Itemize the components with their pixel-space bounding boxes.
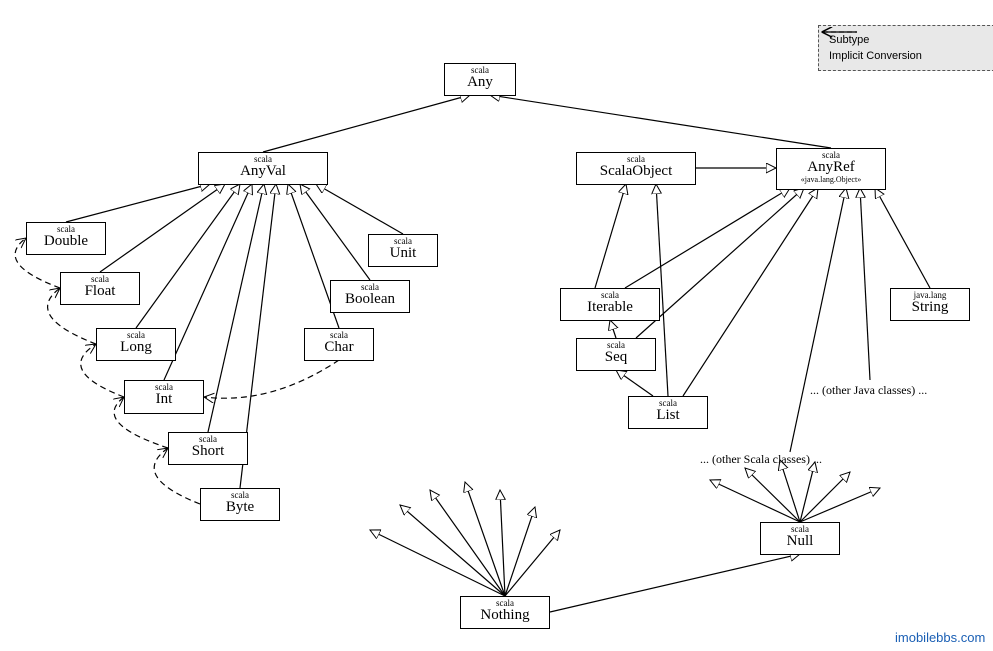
node-name: Byte [207, 500, 273, 516]
node-name: List [635, 408, 701, 424]
node-name: Nothing [467, 608, 543, 624]
node-name: Short [175, 444, 241, 460]
node-list: scalaList [628, 396, 708, 429]
node-name: String [897, 300, 963, 316]
node-double: scalaDouble [26, 222, 106, 255]
node-int: scalaInt [124, 380, 204, 414]
node-seq: scalaSeq [576, 338, 656, 371]
node-string: java.langString [890, 288, 970, 321]
node-long: scalaLong [96, 328, 176, 361]
node-name: Char [311, 340, 367, 356]
node-scalaobject: scalaScalaObject [576, 152, 696, 185]
node-nothing: scalaNothing [460, 596, 550, 629]
node-name: Long [103, 340, 169, 356]
node-name: Null [767, 534, 833, 550]
node-name: ScalaObject [583, 164, 689, 180]
node-sub: «java.lang.Object» [783, 176, 879, 184]
node-anyref: scalaAnyRef«java.lang.Object» [776, 148, 886, 190]
legend: Subtype Implicit Conversion [818, 25, 993, 71]
node-char: scalaChar [304, 328, 374, 361]
other-java-label: ... (other Java classes) ... [810, 383, 927, 398]
node-name: Boolean [337, 292, 403, 308]
watermark: imobilebbs.com [895, 630, 985, 645]
node-boolean: scalaBoolean [330, 280, 410, 313]
node-name: AnyVal [205, 164, 321, 180]
node-unit: scalaUnit [368, 234, 438, 267]
node-name: AnyRef [783, 160, 879, 176]
node-short: scalaShort [168, 432, 248, 465]
node-null: scalaNull [760, 522, 840, 555]
node-name: Any [451, 75, 509, 91]
node-name: Unit [375, 246, 431, 262]
node-name: Iterable [567, 300, 653, 316]
node-byte: scalaByte [200, 488, 280, 521]
edges-layer [0, 0, 993, 651]
legend-row-implicit: Implicit Conversion [829, 48, 989, 64]
other-scala-label: ... (other Scala classes) ... [700, 452, 822, 467]
node-name: Double [33, 234, 99, 250]
node-name: Int [131, 392, 197, 408]
node-name: Seq [583, 350, 649, 366]
node-iterable: scalaIterable [560, 288, 660, 321]
legend-label-implicit: Implicit Conversion [829, 50, 922, 62]
node-float: scalaFloat [60, 272, 140, 305]
node-name: Float [67, 284, 133, 300]
node-any: scalaAny [444, 63, 516, 96]
node-anyval: scalaAnyVal [198, 152, 328, 185]
